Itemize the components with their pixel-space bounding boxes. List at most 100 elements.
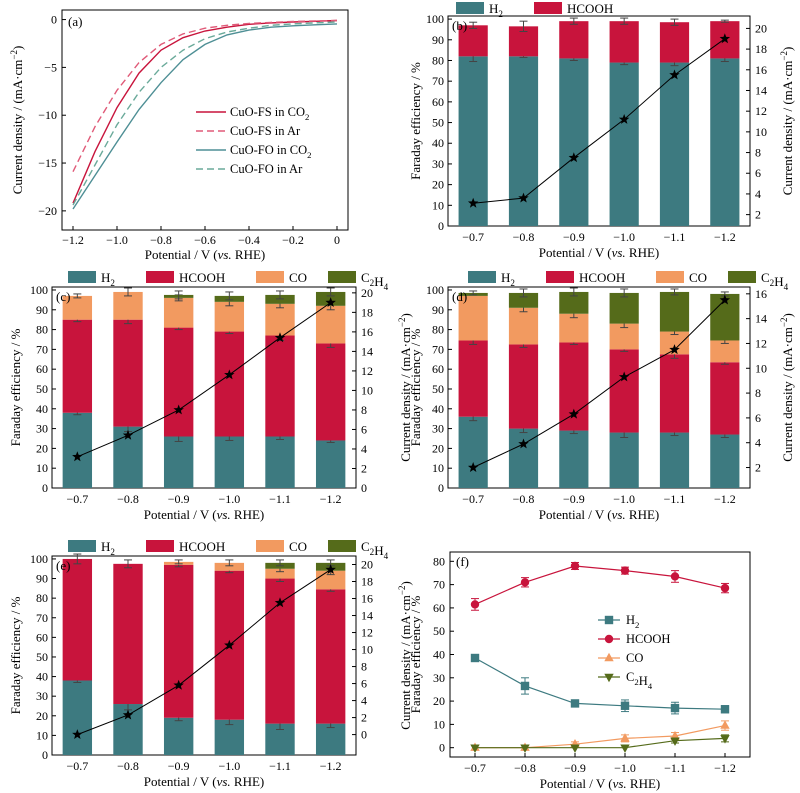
panel-f: 0 10 20 30 40 50 60 70 80 −0.7 −0.8 −0.9 −1.0 −1.1 −1.… <box>408 551 751 791</box>
bar-hcooh <box>62 319 93 413</box>
panel-c: 0 10 20 30 40 50 60 70 80 90 100 0 2 4 6 8 10 12 14 16 18 20 −… <box>8 270 413 522</box>
y-right-tick-label: 2 <box>755 461 761 475</box>
y-tick-label: 40 <box>433 648 445 662</box>
series-line-h2 <box>474 657 726 710</box>
bar-co <box>113 291 143 320</box>
y-tick-label: 50 <box>36 382 48 396</box>
legend-swatch <box>546 271 574 283</box>
y-right-tick-label: 0 <box>361 481 367 495</box>
y-right-tick-label: 8 <box>361 660 367 674</box>
y-right-tick-label: 18 <box>361 305 373 319</box>
x-tick-label: −0.7 <box>462 492 484 506</box>
y-tick-label: 0 <box>439 741 445 755</box>
bar-hcooh <box>609 21 639 63</box>
data-point <box>620 733 630 742</box>
y-right-tick-label: 12 <box>361 626 373 640</box>
x-tick-label: −1.2 <box>320 492 342 506</box>
y-tick-label: 100 <box>426 12 444 26</box>
data-point <box>570 561 580 571</box>
data-point <box>620 701 630 710</box>
legend-label: CuO-FO in CO2 <box>230 143 311 160</box>
y-tick-label: 0 <box>42 748 48 762</box>
bar-h2 <box>214 719 245 755</box>
bar-h2 <box>62 680 93 755</box>
bar-hcooh <box>659 354 690 433</box>
y-tick-label: 70 <box>36 342 48 356</box>
current-density-marker <box>72 729 83 740</box>
data-point <box>670 730 680 740</box>
panel-label: (b) <box>452 18 467 33</box>
current-density-marker <box>325 564 336 575</box>
y-right-tick-label: 18 <box>755 42 767 56</box>
bar-h2 <box>265 436 295 488</box>
y-right-tick-label: 12 <box>755 336 767 350</box>
legend-label: CO <box>689 270 707 285</box>
bar-h2 <box>315 440 346 488</box>
bar-hcooh <box>315 589 346 724</box>
y-tick-label: 10 <box>432 198 444 212</box>
y-tick-label: −15 <box>38 156 57 170</box>
x-tick-label: −0.9 <box>564 761 586 775</box>
bar-hcooh <box>508 344 539 429</box>
y-tick-label: −10 <box>38 108 57 122</box>
y-tick-label: 60 <box>432 362 444 376</box>
series-line-1 <box>72 19 338 173</box>
current-density-line <box>473 38 726 204</box>
y-right-tick-label: 8 <box>755 386 761 400</box>
bar-hcooh <box>559 21 589 59</box>
bar-hcooh <box>609 349 639 433</box>
x-tick-label: −0.8 <box>150 233 172 247</box>
bar-c2h4 <box>559 291 589 314</box>
y-tick-label: 70 <box>432 74 444 88</box>
legend-swatch <box>68 271 96 283</box>
legend-swatch <box>728 271 756 283</box>
y-tick-label: 50 <box>432 382 444 396</box>
current-density-marker <box>325 297 336 308</box>
y-right-tick-label: 10 <box>755 125 767 139</box>
data-point <box>720 720 730 729</box>
bar-hcooh <box>458 340 488 417</box>
legend-swatch <box>68 540 96 552</box>
current-density-marker <box>224 639 235 650</box>
series-line-c2h4 <box>475 737 726 749</box>
current-density-marker <box>467 462 479 472</box>
bar-co <box>710 340 740 363</box>
y-right-tick-label: 12 <box>361 364 373 378</box>
y-tick-label: 40 <box>432 136 444 150</box>
y-tick-label: 10 <box>36 728 48 742</box>
bar-hcooh <box>62 558 93 681</box>
y-right-tick-label: 2 <box>361 711 367 725</box>
legend-swatch <box>656 271 684 283</box>
y-right-tick-label: 4 <box>361 694 367 708</box>
x-tick-label: −1.2 <box>714 761 736 775</box>
y-tick-label: 0 <box>438 219 444 233</box>
current-density-marker <box>173 679 184 690</box>
legend-swatch <box>146 540 174 552</box>
bar-hcooh <box>265 335 295 437</box>
legend-label: C2H4 <box>626 670 653 691</box>
plot-frame <box>447 15 751 227</box>
bar-h2 <box>559 58 589 227</box>
bar-h2 <box>609 62 639 226</box>
y-tick-label: 60 <box>36 630 48 644</box>
current-density-marker <box>669 69 680 80</box>
x-tick-label: −0.8 <box>513 230 535 244</box>
bar-c2h4 <box>659 291 690 332</box>
legend-label: CO <box>626 651 643 665</box>
y-right-tick-label: 10 <box>361 383 373 397</box>
x-tick-label: −0.9 <box>563 492 585 506</box>
data-point <box>520 744 530 753</box>
y-right-tick-label: 4 <box>755 187 761 201</box>
bar-h2 <box>163 436 194 488</box>
bar-h2 <box>214 436 245 488</box>
y-right-tick-label: 18 <box>361 575 373 589</box>
bar-c2h4 <box>508 292 539 308</box>
bar-co <box>559 313 589 343</box>
panel-b: 0 10 20 30 40 50 60 70 80 90 100 2 4 6 8 10 12 14 16 18 20 −0… <box>408 1 795 260</box>
y-tick-label: 0 <box>51 13 57 27</box>
y-tick-label: 40 <box>432 402 444 416</box>
legend-label: H2 <box>101 270 115 288</box>
y-tick-label: 50 <box>36 650 48 664</box>
y-tick-label: 60 <box>433 601 445 615</box>
legend-label: HCOOH <box>179 539 225 554</box>
